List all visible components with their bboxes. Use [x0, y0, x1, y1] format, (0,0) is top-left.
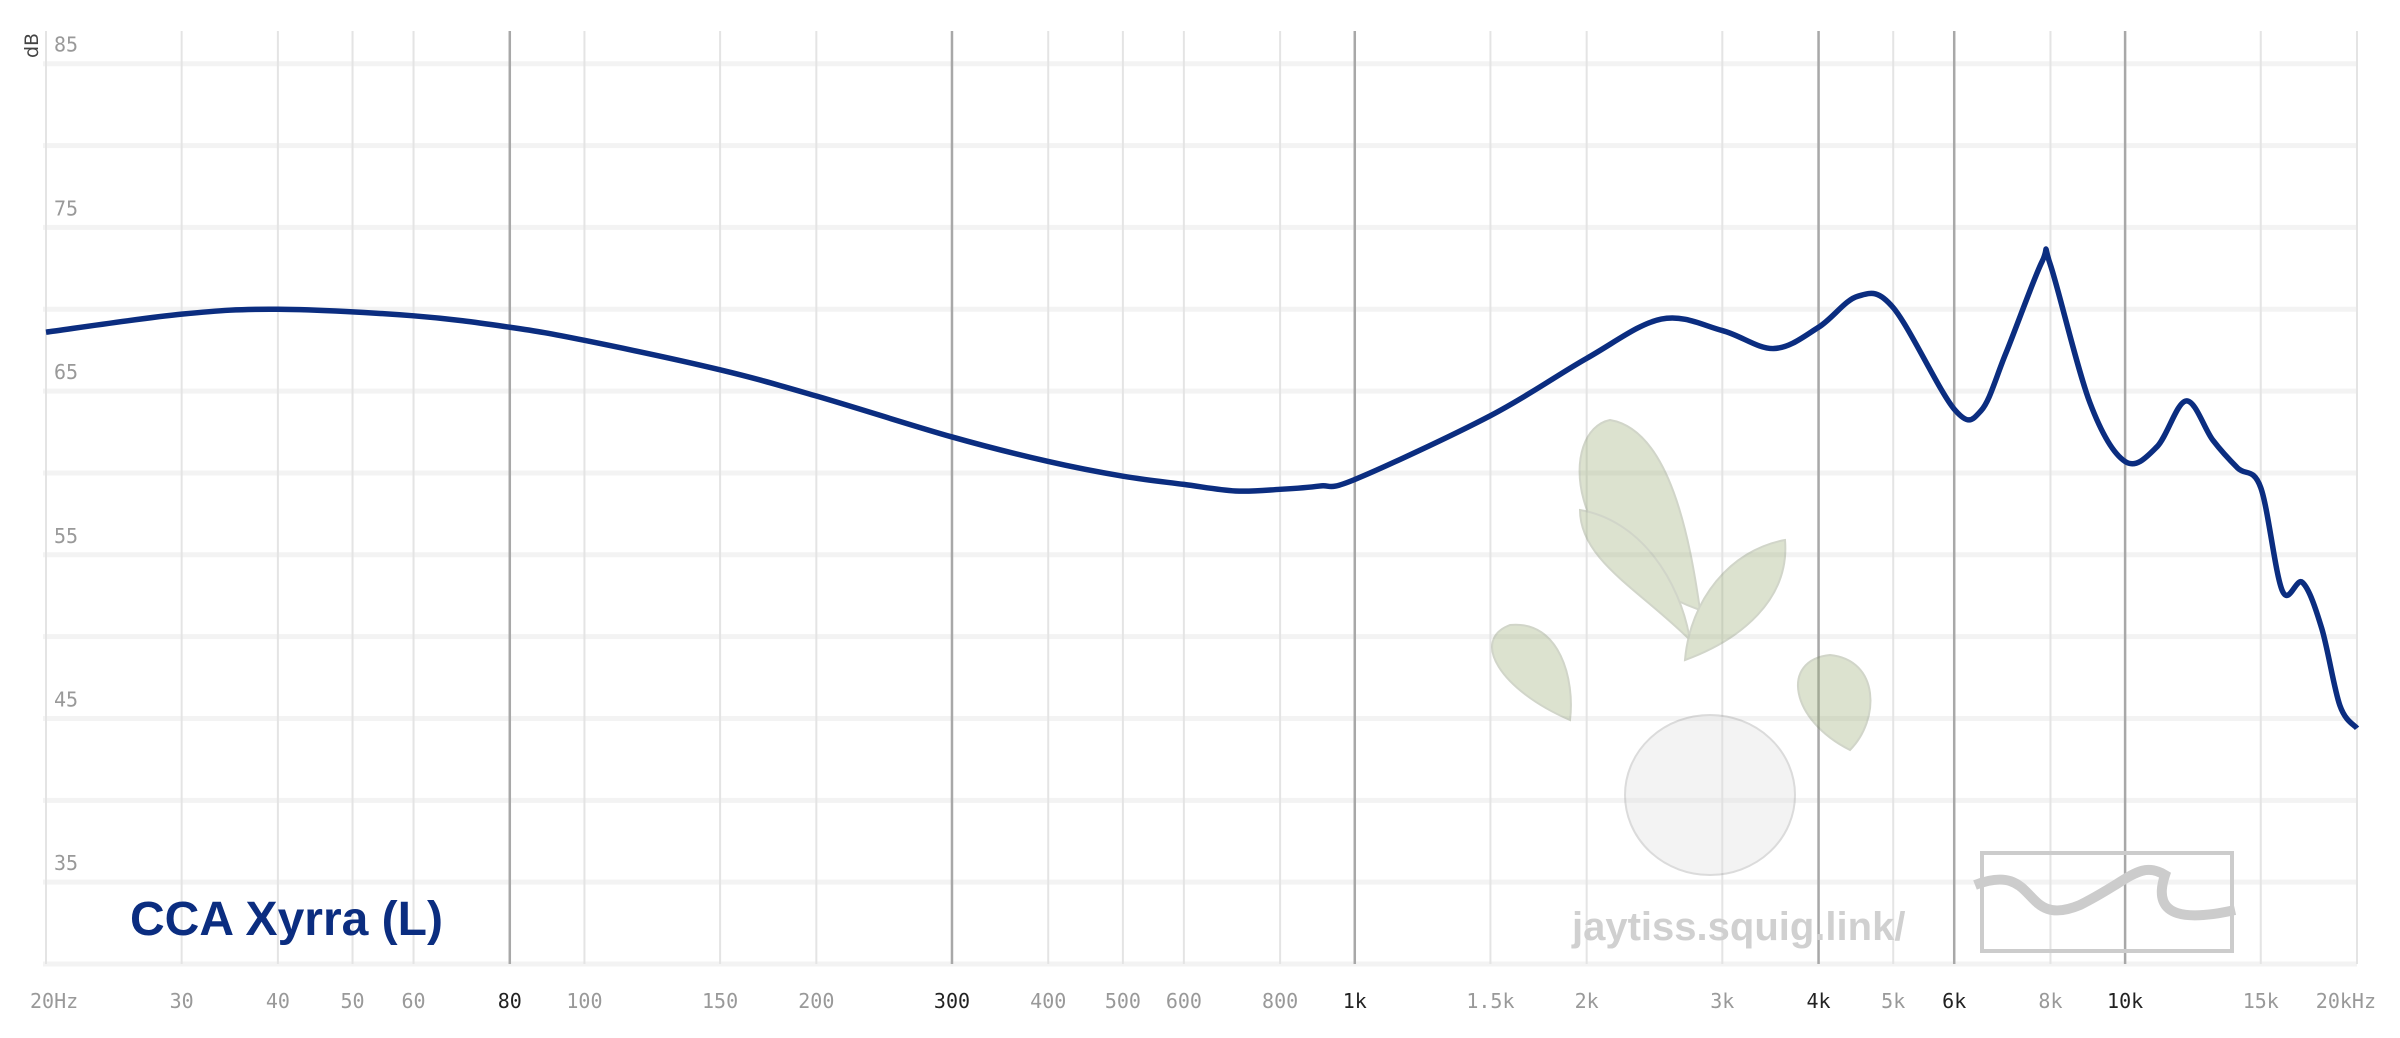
logo: [1973, 851, 2237, 953]
y-tick-label: 35: [54, 851, 78, 875]
x-tick-label: 300: [934, 989, 970, 1013]
x-tick-label: 60: [401, 989, 425, 1013]
legend-label: CCA Xyrra (L): [130, 893, 443, 946]
x-tick-label: 3k: [1710, 989, 1734, 1013]
x-tick-label: 200: [798, 989, 834, 1013]
x-tick-label: 500: [1105, 989, 1141, 1013]
x-tick-label: 10k: [2107, 989, 2143, 1013]
x-tick-label: 50: [340, 989, 364, 1013]
x-tick-label: 40: [266, 989, 290, 1013]
x-tick-label: 100: [566, 989, 602, 1013]
x-tick-label: 1k: [1343, 989, 1367, 1013]
y-tick-label: 55: [54, 524, 78, 548]
y-axis-label: dB: [21, 33, 43, 58]
y-tick-label: 75: [54, 196, 78, 220]
x-tick-label: 600: [1166, 989, 1202, 1013]
x-tick-label: 400: [1030, 989, 1066, 1013]
x-tick-label: 15k: [2243, 989, 2279, 1013]
x-tick-label: 800: [1262, 989, 1298, 1013]
x-tick-label: 5k: [1881, 989, 1905, 1013]
x-tick-label: 1.5k: [1466, 989, 1514, 1013]
x-tick-label: 6k: [1942, 989, 1966, 1013]
x-tick-label: 150: [702, 989, 738, 1013]
x-tick-label: 8k: [2038, 989, 2062, 1013]
grid: [43, 31, 2358, 967]
mascot: [1491, 418, 1872, 876]
y-tick-label: 45: [54, 687, 78, 711]
y-tick-label: 85: [54, 33, 78, 57]
x-tick-label: 30: [170, 989, 194, 1013]
watermark: jaytiss.squig.link/: [1571, 905, 1905, 949]
series-line: [45, 246, 2360, 731]
y-tick-label: 65: [54, 360, 78, 384]
x-tick-label: 80: [498, 989, 522, 1013]
x-tick-label: 20kHz: [2316, 989, 2376, 1013]
x-tick-label: 2k: [1575, 989, 1599, 1013]
x-tick-label: 20Hz: [30, 989, 78, 1013]
x-tick-label: 4k: [1807, 989, 1831, 1013]
